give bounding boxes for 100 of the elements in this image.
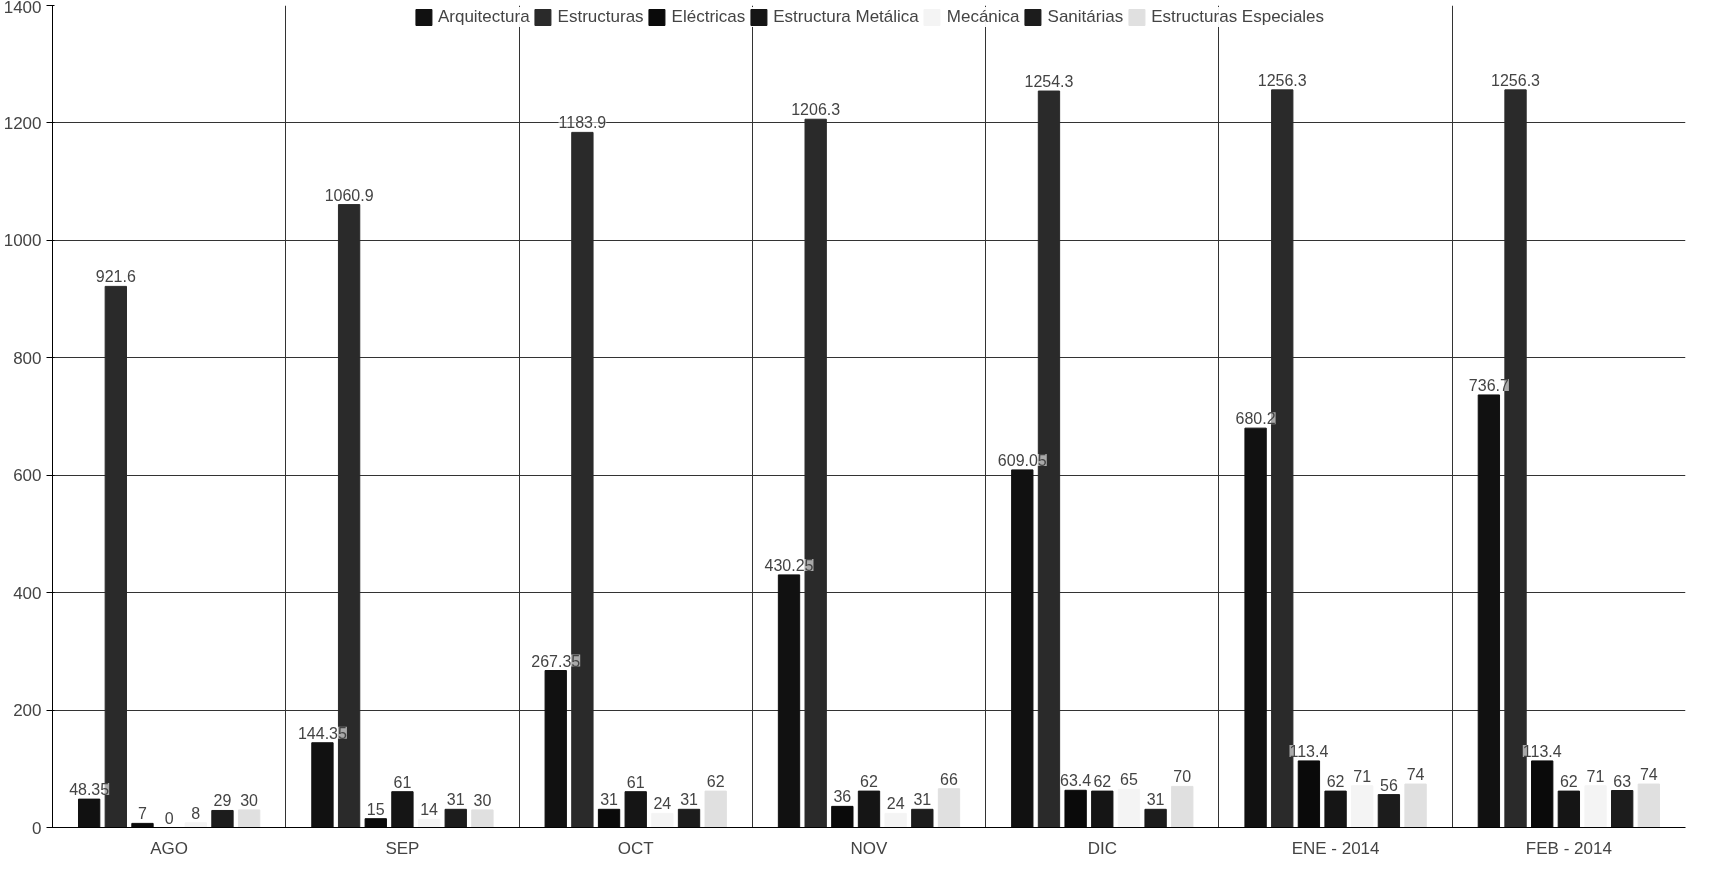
data-label: 1256.3 bbox=[1257, 71, 1307, 89]
legend-label: Mecánica bbox=[946, 7, 1020, 27]
x-tick-label: OCT bbox=[617, 838, 654, 858]
data-label: 24 bbox=[886, 795, 905, 813]
data-label: 31 bbox=[680, 791, 699, 809]
y-tick-label: 1400 bbox=[3, 0, 42, 17]
bar bbox=[77, 798, 101, 828]
x-tick-label: ENE - 2014 bbox=[1291, 838, 1380, 858]
bar bbox=[417, 818, 441, 828]
data-label: 61 bbox=[393, 773, 412, 791]
y-tick-label: 1200 bbox=[3, 113, 42, 133]
data-label: 1254.3 bbox=[1024, 73, 1074, 91]
data-label: 24 bbox=[653, 795, 672, 813]
bar bbox=[471, 809, 494, 828]
data-label: 430.25 bbox=[764, 556, 814, 574]
bar bbox=[1351, 785, 1374, 828]
bar bbox=[1377, 794, 1401, 828]
data-label: 48.35 bbox=[69, 781, 110, 799]
data-label: 74 bbox=[1406, 766, 1425, 784]
data-label: 29 bbox=[213, 792, 232, 810]
bar bbox=[1011, 469, 1034, 828]
data-label: 113.4 bbox=[1522, 742, 1562, 760]
data-label: 680.2 bbox=[1235, 410, 1276, 428]
data-label: 31 bbox=[600, 791, 619, 809]
bar bbox=[624, 791, 647, 828]
data-label: 74 bbox=[1639, 766, 1658, 784]
data-label: 267.35 bbox=[531, 652, 581, 670]
bar bbox=[857, 790, 881, 828]
data-label: 113.4 bbox=[1289, 742, 1329, 760]
data-label: 144.35 bbox=[297, 724, 348, 742]
data-label: 62 bbox=[706, 773, 725, 791]
legend-label: Arquitectura bbox=[437, 7, 530, 27]
data-label: 62 bbox=[860, 773, 878, 791]
data-label: 31 bbox=[1146, 791, 1165, 809]
data-label: 63.4 bbox=[1060, 772, 1092, 790]
x-tick-label: SEP bbox=[385, 838, 420, 858]
legend-label: Sanitárias bbox=[1047, 7, 1124, 27]
data-label: 7 bbox=[138, 805, 148, 823]
bar bbox=[911, 808, 934, 828]
data-label: 1060.9 bbox=[324, 186, 374, 204]
data-label: 1183.9 bbox=[558, 114, 607, 132]
data-label: 736.7 bbox=[1468, 376, 1509, 394]
data-label: 609.05 bbox=[997, 451, 1047, 469]
data-label: 1206.3 bbox=[791, 101, 841, 119]
data-label: 66 bbox=[940, 770, 958, 788]
bar bbox=[1171, 785, 1194, 828]
bar bbox=[1637, 783, 1661, 828]
bar bbox=[1117, 788, 1141, 828]
legend-label: Estructuras bbox=[557, 7, 644, 27]
y-tick-label: 1000 bbox=[3, 231, 42, 251]
data-label: 8 bbox=[191, 804, 201, 822]
bar bbox=[1611, 790, 1634, 828]
data-label: 62 bbox=[1559, 773, 1578, 791]
data-label: 62 bbox=[1093, 773, 1112, 791]
data-label: 0 bbox=[164, 809, 174, 827]
bar bbox=[184, 822, 207, 828]
bar bbox=[1144, 808, 1167, 828]
bar bbox=[444, 808, 467, 828]
bar bbox=[1324, 790, 1347, 828]
y-tick-label: 600 bbox=[13, 466, 42, 486]
data-label: 36 bbox=[833, 788, 852, 806]
data-label: 31 bbox=[913, 791, 932, 809]
y-tick-label: 800 bbox=[13, 348, 42, 368]
legend-label: Estructuras Especiales bbox=[1151, 7, 1325, 27]
x-tick-label: AGO bbox=[150, 838, 189, 858]
bar bbox=[1091, 790, 1114, 828]
x-tick-label: DIC bbox=[1087, 838, 1117, 858]
data-label: 921.6 bbox=[95, 268, 136, 286]
data-label: 70 bbox=[1173, 768, 1192, 786]
bar bbox=[777, 574, 801, 828]
bar bbox=[1557, 790, 1581, 828]
x-tick-label: FEB - 2014 bbox=[1525, 838, 1612, 858]
data-label: 31 bbox=[446, 791, 465, 809]
bar bbox=[651, 812, 674, 828]
bar bbox=[704, 790, 727, 828]
y-tick-label: 400 bbox=[13, 583, 42, 603]
bar bbox=[884, 812, 907, 828]
data-label: 71 bbox=[1353, 767, 1372, 785]
bar bbox=[237, 809, 261, 828]
bar bbox=[544, 670, 567, 828]
data-label: 30 bbox=[473, 791, 492, 809]
bar bbox=[1404, 783, 1427, 828]
data-label: 1256.3 bbox=[1491, 71, 1541, 89]
data-label: 14 bbox=[420, 801, 439, 819]
bar bbox=[1477, 394, 1501, 828]
bar bbox=[937, 788, 961, 828]
bar bbox=[391, 791, 414, 828]
data-label: 71 bbox=[1586, 767, 1605, 785]
legend-label: Estructura Metálica bbox=[773, 7, 919, 27]
data-label: 62 bbox=[1326, 773, 1345, 791]
legend-label: Eléctricas bbox=[671, 7, 746, 27]
bar bbox=[211, 809, 234, 828]
data-label: 15 bbox=[366, 800, 385, 818]
bar bbox=[311, 742, 334, 828]
data-label: 65 bbox=[1120, 771, 1138, 789]
data-label: 61 bbox=[626, 773, 645, 791]
bar bbox=[677, 808, 701, 828]
y-tick-label: 0 bbox=[32, 818, 42, 838]
data-label: 56 bbox=[1380, 776, 1398, 794]
y-tick-label: 200 bbox=[13, 701, 42, 721]
